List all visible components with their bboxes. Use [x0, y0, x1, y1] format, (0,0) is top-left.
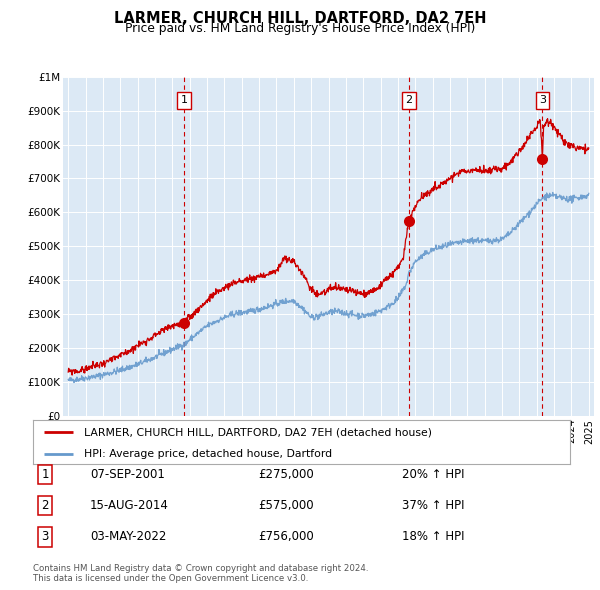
Text: 3: 3: [41, 530, 49, 543]
Text: Contains HM Land Registry data © Crown copyright and database right 2024.
This d: Contains HM Land Registry data © Crown c…: [33, 563, 368, 583]
Text: LARMER, CHURCH HILL, DARTFORD, DA2 7EH (detached house): LARMER, CHURCH HILL, DARTFORD, DA2 7EH (…: [84, 427, 432, 437]
Text: HPI: Average price, detached house, Dartford: HPI: Average price, detached house, Dart…: [84, 449, 332, 459]
Text: 1: 1: [181, 96, 188, 106]
Text: 07-SEP-2001: 07-SEP-2001: [90, 468, 165, 481]
Text: 37% ↑ HPI: 37% ↑ HPI: [402, 499, 464, 512]
Text: 2: 2: [41, 499, 49, 512]
Text: LARMER, CHURCH HILL, DARTFORD, DA2 7EH: LARMER, CHURCH HILL, DARTFORD, DA2 7EH: [114, 11, 486, 25]
Text: 2: 2: [405, 96, 412, 106]
Text: 18% ↑ HPI: 18% ↑ HPI: [402, 530, 464, 543]
Text: £575,000: £575,000: [258, 499, 314, 512]
Text: 20% ↑ HPI: 20% ↑ HPI: [402, 468, 464, 481]
Text: £756,000: £756,000: [258, 530, 314, 543]
Text: £275,000: £275,000: [258, 468, 314, 481]
Text: 15-AUG-2014: 15-AUG-2014: [90, 499, 169, 512]
Text: 1: 1: [41, 468, 49, 481]
Text: Price paid vs. HM Land Registry's House Price Index (HPI): Price paid vs. HM Land Registry's House …: [125, 22, 475, 35]
Text: 03-MAY-2022: 03-MAY-2022: [90, 530, 166, 543]
Text: 3: 3: [539, 96, 546, 106]
